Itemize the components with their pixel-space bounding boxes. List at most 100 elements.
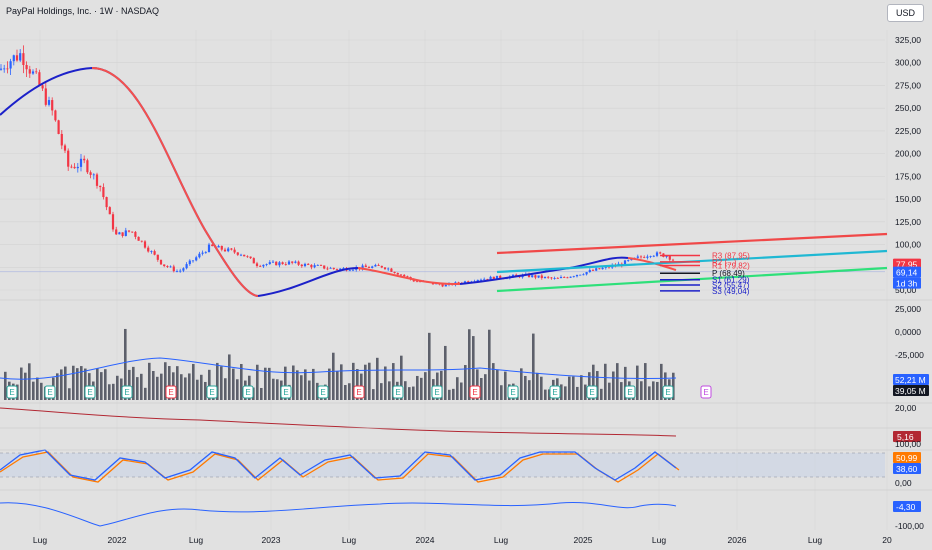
volume-bar bbox=[328, 368, 331, 400]
volume-bar bbox=[592, 364, 595, 400]
candle-body bbox=[172, 266, 175, 272]
volume-bar bbox=[224, 378, 227, 400]
volume-bar bbox=[96, 368, 99, 400]
candle-body bbox=[284, 264, 287, 265]
candle-body bbox=[566, 277, 569, 279]
volume-bar bbox=[28, 363, 31, 400]
volume-bar bbox=[184, 377, 187, 400]
y-tick-label: 200,00 bbox=[895, 149, 921, 159]
candle-body bbox=[227, 248, 230, 252]
volume-bar bbox=[528, 380, 531, 400]
volume-bar bbox=[448, 389, 451, 400]
earnings-icon bbox=[624, 385, 636, 399]
candle-body bbox=[35, 71, 38, 73]
volume-bar bbox=[496, 369, 499, 400]
earnings-icon bbox=[431, 385, 443, 399]
candle-body bbox=[271, 261, 275, 263]
volume-bar bbox=[640, 381, 643, 400]
candle-body bbox=[118, 232, 121, 235]
candle-body bbox=[390, 268, 393, 272]
volume-y-tick: -25,000 bbox=[895, 350, 924, 360]
candle-body bbox=[236, 252, 239, 255]
volume-bar bbox=[64, 366, 67, 400]
earnings-icon-label: E bbox=[124, 388, 129, 397]
volume-bar bbox=[84, 368, 87, 400]
candle-body bbox=[457, 282, 460, 284]
candle-body bbox=[41, 85, 44, 89]
earnings-icon-label: E bbox=[245, 388, 250, 397]
candle-body bbox=[12, 55, 15, 62]
y-tick-label: 175,00 bbox=[895, 171, 921, 181]
candle-body bbox=[659, 252, 662, 254]
stoch-y-tick: 0,00 bbox=[895, 478, 912, 488]
candle-body bbox=[387, 268, 390, 270]
candle-body bbox=[19, 53, 22, 61]
candle-body bbox=[479, 279, 483, 281]
candle-body bbox=[153, 251, 156, 255]
volume-bar bbox=[68, 388, 71, 400]
candle-body bbox=[303, 263, 307, 267]
volume-bar bbox=[308, 380, 311, 400]
stoch-badge bbox=[893, 463, 921, 474]
candle-body bbox=[569, 276, 572, 278]
stoch-badge-label: 38,60 bbox=[896, 464, 918, 474]
volume-bar bbox=[264, 367, 267, 400]
blue-curve bbox=[257, 267, 359, 297]
volume-bar bbox=[468, 329, 471, 400]
candle-body bbox=[467, 281, 470, 283]
candle-body bbox=[515, 274, 518, 276]
volume-bar bbox=[348, 383, 351, 400]
volume-bar bbox=[112, 383, 115, 400]
candle-body bbox=[406, 276, 409, 278]
earnings-icon bbox=[392, 385, 404, 399]
volume-bar bbox=[392, 363, 395, 400]
candle-body bbox=[44, 88, 47, 105]
candle-body bbox=[483, 278, 486, 280]
candle-body bbox=[191, 260, 195, 262]
x-tick-label: Lug bbox=[189, 535, 203, 545]
candle-body bbox=[137, 236, 140, 241]
candle-body bbox=[441, 284, 444, 287]
candle-body bbox=[307, 263, 310, 265]
volume-bar bbox=[476, 369, 479, 400]
stoch-badge bbox=[893, 452, 921, 463]
candle-body bbox=[540, 275, 543, 279]
osc2-badge-label: -4,30 bbox=[896, 502, 916, 512]
x-tick-label: 2026 bbox=[728, 535, 747, 545]
candle-body bbox=[646, 256, 649, 258]
volume-bar bbox=[312, 368, 315, 400]
candle-body bbox=[252, 258, 255, 264]
volume-bar bbox=[284, 366, 287, 400]
volume-bar bbox=[60, 369, 63, 400]
earnings-icon bbox=[469, 385, 481, 399]
volume-bar bbox=[304, 369, 307, 400]
candle-body bbox=[105, 197, 108, 208]
candle-body bbox=[67, 150, 70, 167]
candle-body bbox=[243, 254, 246, 257]
candle-body bbox=[361, 265, 364, 270]
candle-body bbox=[223, 249, 227, 252]
candle-body bbox=[217, 245, 220, 248]
x-tick-label: Lug bbox=[342, 535, 356, 545]
volume-bar bbox=[544, 389, 547, 400]
y-tick-label: 325,00 bbox=[895, 35, 921, 45]
earnings-icon-label: E bbox=[552, 388, 557, 397]
volume-bar bbox=[484, 374, 487, 400]
volume-bar bbox=[220, 366, 223, 400]
x-tick-label: Lug bbox=[808, 535, 822, 545]
candle-body bbox=[179, 270, 182, 272]
volume-ma-line bbox=[0, 357, 677, 380]
volume-bar bbox=[128, 369, 131, 400]
candle-body bbox=[310, 264, 313, 268]
candle-body bbox=[575, 274, 579, 277]
volume-badge bbox=[893, 374, 929, 385]
currency-button[interactable]: USD bbox=[886, 4, 924, 22]
candle-body bbox=[211, 244, 214, 246]
candle-body bbox=[476, 279, 479, 282]
candle-body bbox=[556, 278, 559, 279]
volume-badge bbox=[893, 385, 929, 396]
pivot-label: P (68,49) bbox=[712, 269, 745, 278]
candle-body bbox=[278, 262, 281, 266]
volume-bar bbox=[180, 374, 183, 400]
